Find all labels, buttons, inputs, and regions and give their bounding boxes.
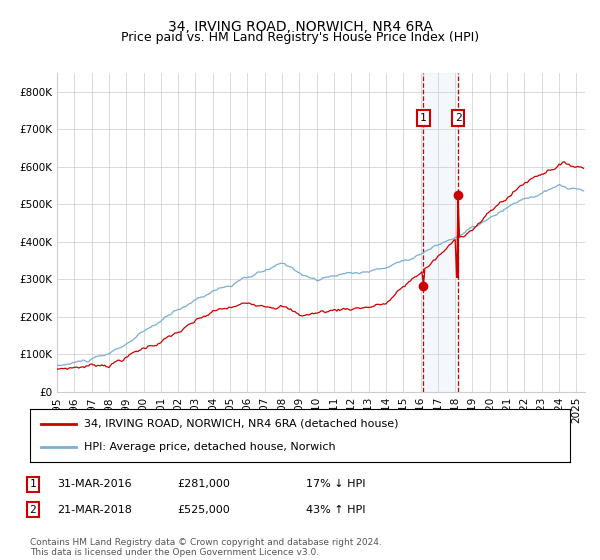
- Text: Contains HM Land Registry data © Crown copyright and database right 2024.
This d: Contains HM Land Registry data © Crown c…: [30, 538, 382, 557]
- Text: HPI: Average price, detached house, Norwich: HPI: Average price, detached house, Norw…: [84, 442, 335, 452]
- Text: 31-MAR-2016: 31-MAR-2016: [57, 479, 131, 489]
- Text: £281,000: £281,000: [177, 479, 230, 489]
- Bar: [424, 73, 458, 392]
- Text: £525,000: £525,000: [177, 505, 230, 515]
- Text: 21-MAR-2018: 21-MAR-2018: [57, 505, 132, 515]
- Text: 34, IRVING ROAD, NORWICH, NR4 6RA: 34, IRVING ROAD, NORWICH, NR4 6RA: [167, 20, 433, 34]
- Text: 2: 2: [455, 113, 461, 123]
- Text: 17% ↓ HPI: 17% ↓ HPI: [306, 479, 365, 489]
- Text: 2: 2: [29, 505, 37, 515]
- Text: 43% ↑ HPI: 43% ↑ HPI: [306, 505, 365, 515]
- Text: Price paid vs. HM Land Registry's House Price Index (HPI): Price paid vs. HM Land Registry's House …: [121, 31, 479, 44]
- Text: 34, IRVING ROAD, NORWICH, NR4 6RA (detached house): 34, IRVING ROAD, NORWICH, NR4 6RA (detac…: [84, 419, 398, 429]
- Text: 1: 1: [29, 479, 37, 489]
- Text: 1: 1: [420, 113, 427, 123]
